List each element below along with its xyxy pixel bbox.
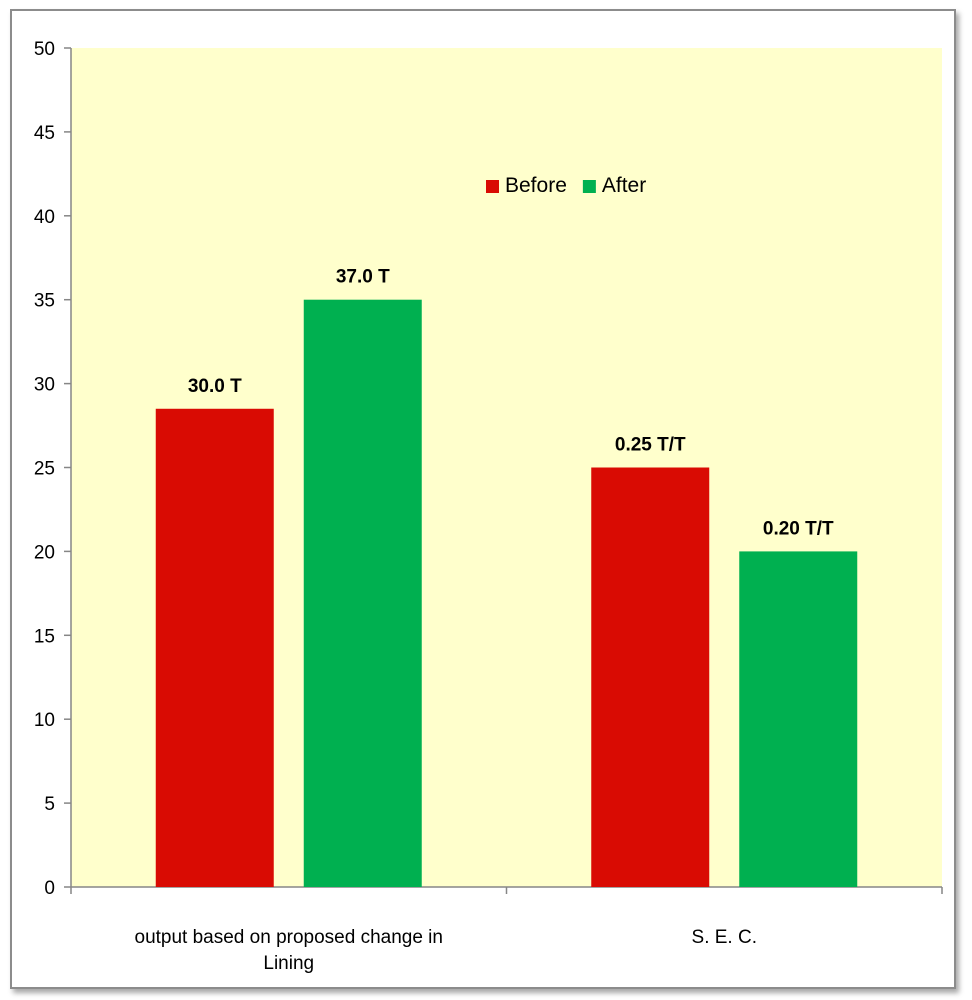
- x-category-label: output based on proposed change in: [135, 927, 443, 948]
- data-label: 0.25 T/T: [615, 435, 686, 456]
- y-tick-label: 15: [34, 626, 55, 647]
- y-tick-label: 50: [34, 39, 55, 60]
- data-label: 37.0 T: [336, 267, 390, 288]
- legend-swatch-after: [582, 180, 596, 193]
- bar-before: [591, 467, 710, 887]
- x-category-label: Lining: [263, 953, 314, 974]
- legend-label: After: [602, 174, 646, 197]
- y-tick-label: 30: [34, 375, 55, 396]
- legend-label: Before: [505, 174, 567, 197]
- y-tick-label: 25: [34, 459, 55, 480]
- bar-before: [155, 408, 274, 887]
- bar-after: [739, 551, 858, 887]
- bar-after: [303, 299, 422, 887]
- y-tick-label: 40: [34, 207, 55, 228]
- x-category-label: S. E. C.: [692, 927, 757, 948]
- data-label: 0.20 T/T: [763, 518, 834, 539]
- y-tick-label: 20: [34, 542, 55, 563]
- data-label: 30.0 T: [188, 376, 242, 397]
- y-tick-label: 35: [34, 291, 55, 312]
- y-tick-label: 10: [34, 710, 55, 731]
- y-tick-label: 45: [34, 123, 55, 144]
- legend-swatch-before: [486, 180, 499, 193]
- y-tick-label: 0: [44, 878, 55, 899]
- y-tick-label: 5: [44, 794, 55, 815]
